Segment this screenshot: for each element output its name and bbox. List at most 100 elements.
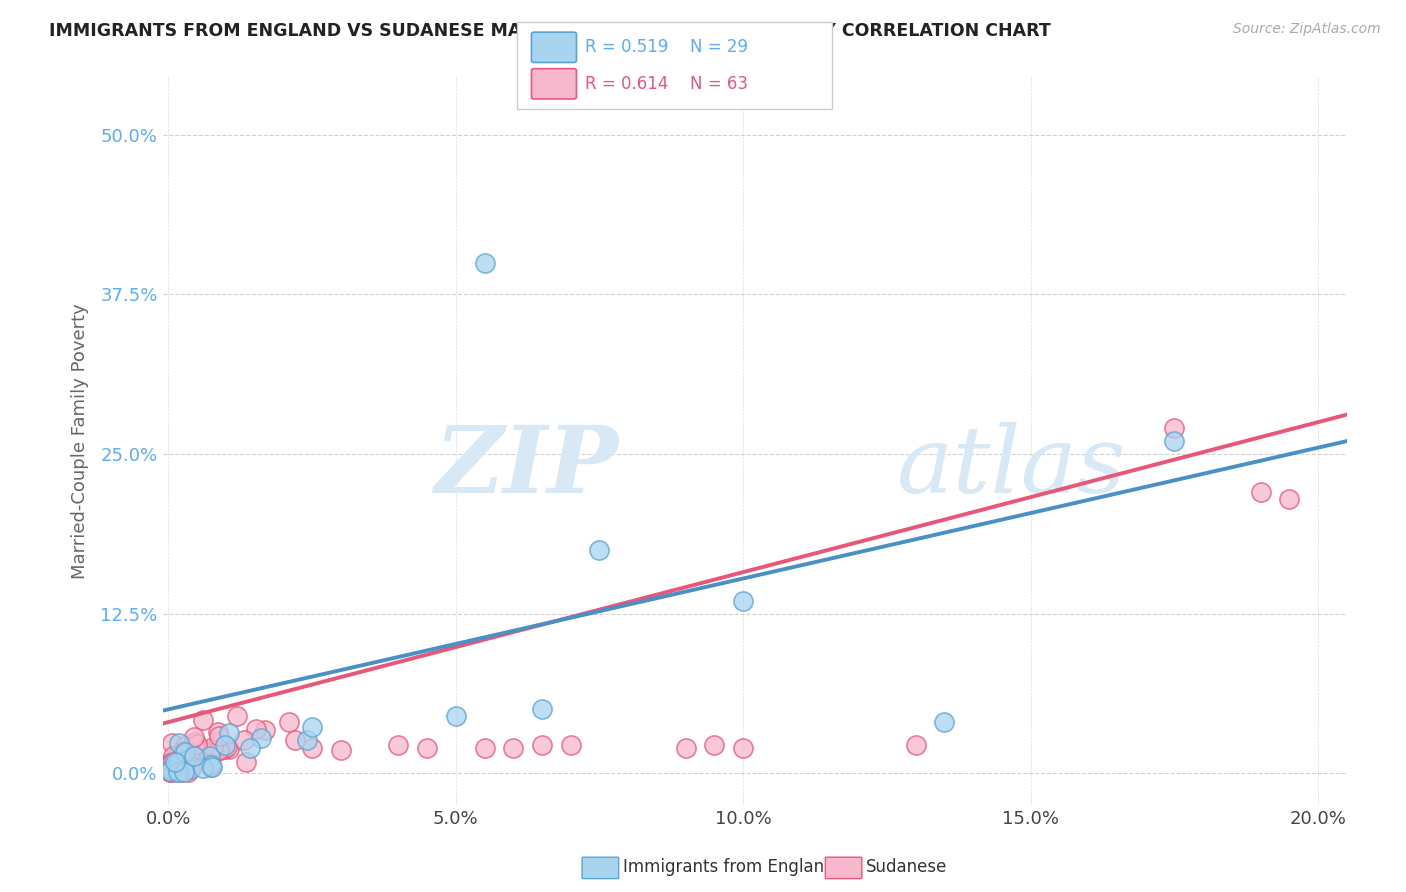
Point bbox=[733, 594, 755, 608]
Point bbox=[162, 755, 184, 769]
Text: N = 63: N = 63 bbox=[690, 75, 748, 93]
Point bbox=[245, 722, 267, 736]
Point bbox=[165, 750, 187, 764]
Point bbox=[166, 764, 188, 779]
Point bbox=[160, 736, 183, 750]
Text: ZIP: ZIP bbox=[434, 422, 619, 512]
Point bbox=[208, 743, 231, 757]
Point bbox=[159, 764, 181, 779]
Text: N = 29: N = 29 bbox=[690, 38, 748, 56]
Text: Immigrants from England: Immigrants from England bbox=[623, 858, 835, 876]
Point bbox=[904, 738, 927, 752]
Point bbox=[174, 739, 197, 753]
Point bbox=[170, 757, 193, 772]
Text: R = 0.614: R = 0.614 bbox=[585, 75, 668, 93]
Point bbox=[200, 748, 222, 763]
Point bbox=[191, 742, 214, 756]
Text: Sudanese: Sudanese bbox=[866, 858, 948, 876]
Point bbox=[733, 740, 755, 755]
Point bbox=[180, 760, 202, 774]
Point bbox=[208, 735, 231, 749]
Point bbox=[934, 715, 956, 730]
Point bbox=[160, 764, 183, 778]
Point bbox=[200, 758, 222, 772]
Point bbox=[387, 738, 409, 752]
Point bbox=[173, 764, 195, 779]
Point bbox=[169, 751, 191, 765]
Text: Source: ZipAtlas.com: Source: ZipAtlas.com bbox=[1233, 22, 1381, 37]
Point bbox=[232, 733, 254, 747]
Point bbox=[226, 709, 249, 723]
Point bbox=[239, 740, 262, 755]
Point bbox=[200, 756, 222, 771]
Point bbox=[201, 759, 224, 773]
Point bbox=[208, 729, 231, 743]
Point bbox=[250, 731, 273, 745]
Y-axis label: Married-Couple Family Poverty: Married-Couple Family Poverty bbox=[72, 303, 89, 579]
Point bbox=[202, 740, 225, 755]
Point bbox=[173, 744, 195, 758]
Point bbox=[329, 743, 352, 757]
Point bbox=[170, 752, 193, 766]
Point bbox=[208, 742, 231, 756]
Point bbox=[444, 708, 467, 723]
Point bbox=[166, 756, 188, 770]
Point bbox=[254, 723, 277, 737]
Point bbox=[159, 764, 181, 779]
Point bbox=[301, 740, 323, 755]
Point bbox=[174, 745, 197, 759]
Point bbox=[202, 747, 225, 761]
Point bbox=[167, 748, 190, 763]
Point bbox=[215, 739, 238, 754]
Point bbox=[284, 732, 307, 747]
Point bbox=[474, 740, 496, 755]
Point bbox=[160, 764, 183, 779]
Point bbox=[173, 753, 195, 767]
Point bbox=[1250, 485, 1272, 500]
Point bbox=[183, 730, 205, 744]
Point bbox=[295, 733, 318, 747]
Point bbox=[184, 734, 207, 748]
Point bbox=[1278, 491, 1301, 506]
Point bbox=[160, 760, 183, 774]
Point bbox=[176, 764, 198, 779]
Point bbox=[502, 740, 524, 755]
Text: R = 0.519: R = 0.519 bbox=[585, 38, 668, 56]
Point bbox=[162, 749, 184, 764]
Point bbox=[235, 756, 257, 770]
Point bbox=[165, 755, 187, 769]
Point bbox=[172, 747, 194, 762]
Point bbox=[530, 702, 553, 716]
Point bbox=[188, 748, 211, 763]
Point bbox=[186, 737, 208, 751]
Point bbox=[301, 720, 323, 734]
Point bbox=[169, 736, 191, 750]
Point bbox=[159, 756, 181, 771]
Point bbox=[416, 740, 439, 755]
Point bbox=[179, 745, 201, 759]
Point bbox=[183, 748, 205, 763]
Text: IMMIGRANTS FROM ENGLAND VS SUDANESE MARRIED-COUPLE FAMILY POVERTY CORRELATION CH: IMMIGRANTS FROM ENGLAND VS SUDANESE MARR… bbox=[49, 22, 1050, 40]
Point bbox=[1163, 421, 1185, 435]
Point bbox=[560, 738, 582, 752]
Point bbox=[165, 764, 187, 779]
Point bbox=[200, 760, 222, 774]
Point bbox=[207, 725, 229, 739]
Point bbox=[474, 255, 496, 269]
Point bbox=[277, 714, 299, 729]
Point bbox=[159, 756, 181, 770]
Point bbox=[214, 739, 236, 753]
Point bbox=[703, 738, 725, 752]
Point bbox=[530, 738, 553, 752]
Point bbox=[218, 742, 240, 756]
Point bbox=[165, 756, 187, 770]
Point bbox=[218, 726, 240, 740]
Text: atlas: atlas bbox=[897, 422, 1126, 512]
Point bbox=[170, 764, 193, 779]
Point bbox=[675, 740, 697, 755]
Point bbox=[588, 542, 610, 557]
Point bbox=[191, 761, 214, 775]
Point bbox=[162, 763, 184, 777]
Point bbox=[165, 760, 187, 774]
Point bbox=[212, 741, 235, 756]
